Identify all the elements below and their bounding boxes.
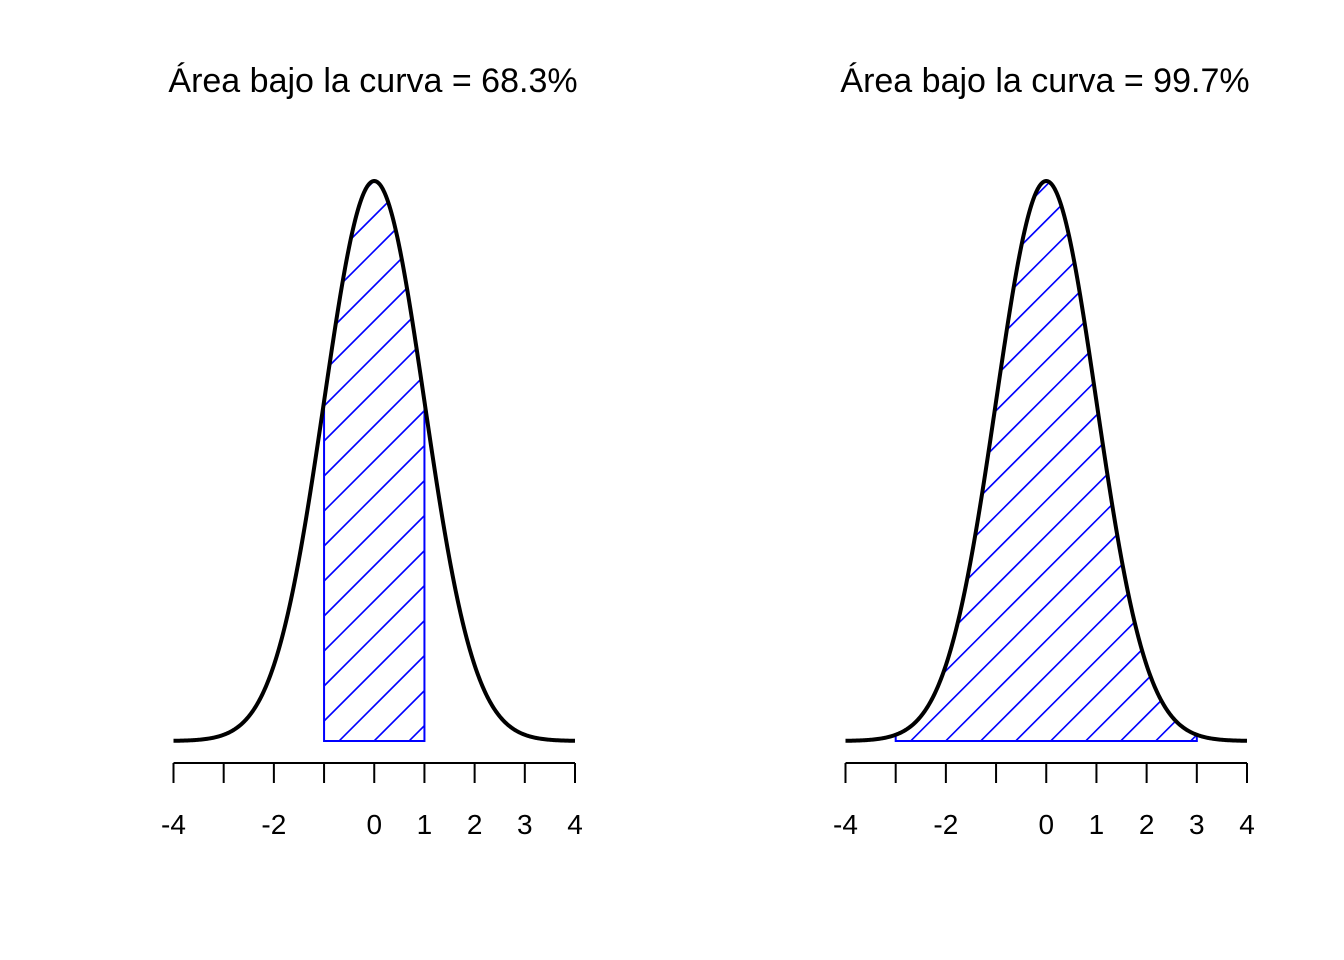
hatch-line bbox=[324, 181, 425, 741]
hatch-line bbox=[895, 181, 957, 741]
hatch-line bbox=[434, 171, 1014, 751]
x-tick-label: 1 bbox=[417, 809, 433, 840]
shaded-area-border bbox=[894, 179, 1198, 742]
hatch-line bbox=[324, 181, 425, 741]
hatch-line bbox=[895, 181, 1027, 741]
hatch-line bbox=[895, 181, 1197, 741]
hatch-line bbox=[324, 181, 425, 741]
hatch-line bbox=[324, 181, 425, 741]
x-tick-label: 4 bbox=[567, 809, 583, 840]
hatch-line bbox=[819, 171, 1344, 751]
hatch-line bbox=[895, 181, 1197, 741]
hatch-line bbox=[895, 181, 992, 741]
x-tick-label: -4 bbox=[161, 809, 186, 840]
hatch-line bbox=[1251, 171, 1344, 751]
hatch-line bbox=[363, 181, 425, 741]
hatch-line bbox=[609, 171, 1189, 751]
panel-right: Área bajo la curva = 99.7% -4 -2 0 1 2 3 4 bbox=[306, 62, 1344, 840]
hatch-line bbox=[714, 171, 1294, 751]
hatch-line bbox=[1005, 181, 1197, 741]
x-tick-label: 2 bbox=[1139, 809, 1155, 840]
hatch-line bbox=[324, 181, 420, 741]
x-tick-label: 3 bbox=[517, 809, 533, 840]
hatch-line bbox=[1040, 181, 1197, 741]
hatch-line bbox=[889, 171, 1344, 751]
hatch-line bbox=[895, 181, 1197, 741]
hatch-line bbox=[324, 181, 425, 741]
hatch-line bbox=[895, 181, 1197, 741]
hatch-line bbox=[1180, 181, 1197, 741]
hatch-line bbox=[1145, 181, 1197, 741]
hatch-line bbox=[895, 181, 1197, 741]
hatch-line bbox=[1286, 171, 1344, 751]
panel-left: Área bajo la curva = 68.3% -4 -2 0 1 2 3 4 bbox=[0, 62, 1344, 840]
hatch-line bbox=[306, 171, 886, 751]
x-tick-label: 0 bbox=[366, 809, 382, 840]
hatch-line bbox=[644, 171, 1224, 751]
density-curve bbox=[844, 179, 1248, 743]
x-tick-label: 4 bbox=[1239, 809, 1255, 840]
hatch-line bbox=[935, 181, 1197, 741]
hatch-line bbox=[895, 181, 1197, 741]
chart-title: Área bajo la curva = 99.7% bbox=[840, 62, 1249, 100]
hatch-line bbox=[398, 181, 425, 741]
hatch-line bbox=[1216, 171, 1344, 751]
x-tick-label: 1 bbox=[1089, 809, 1105, 840]
x-tick-label: 3 bbox=[1189, 809, 1205, 840]
hatch-line bbox=[324, 181, 385, 741]
hatch-fill bbox=[0, 171, 1344, 751]
hatch-line bbox=[1321, 171, 1344, 751]
density-curve bbox=[172, 179, 576, 743]
hatch-line bbox=[324, 181, 425, 741]
hatch-line bbox=[679, 171, 1259, 751]
hatch-line bbox=[469, 171, 1049, 751]
hatch-line bbox=[994, 171, 1344, 751]
hatch-line bbox=[324, 181, 425, 741]
hatch-line bbox=[504, 171, 1084, 751]
hatch-line bbox=[854, 171, 1344, 751]
x-tick-label: -2 bbox=[261, 809, 286, 840]
hatch-line bbox=[0, 171, 314, 751]
hatch-fill bbox=[306, 171, 1344, 751]
hatch-line bbox=[895, 181, 922, 741]
hatch-line bbox=[749, 171, 1329, 751]
x-tick-label: -4 bbox=[833, 809, 858, 840]
x-tick-label: 0 bbox=[1038, 809, 1054, 840]
x-tick-label: -2 bbox=[933, 809, 958, 840]
hatch-line bbox=[328, 181, 425, 741]
chart-title: Área bajo la curva = 68.3% bbox=[168, 62, 577, 100]
hatch-line bbox=[900, 181, 1197, 741]
hatch-line bbox=[970, 181, 1197, 741]
hatch-line bbox=[324, 181, 425, 741]
hatch-line bbox=[784, 171, 1344, 751]
hatch-line bbox=[324, 181, 425, 741]
hatch-line bbox=[895, 181, 1167, 741]
x-tick-label: 2 bbox=[467, 809, 483, 840]
hatch-line bbox=[324, 181, 350, 741]
hatch-line bbox=[324, 181, 425, 741]
hatch-line bbox=[1075, 181, 1197, 741]
hatch-line bbox=[539, 171, 1119, 751]
hatch-line bbox=[895, 181, 1062, 741]
hatch-line bbox=[895, 181, 1132, 741]
hatch-line bbox=[324, 181, 425, 741]
hatch-line bbox=[574, 171, 1154, 751]
hatch-line bbox=[895, 181, 1097, 741]
